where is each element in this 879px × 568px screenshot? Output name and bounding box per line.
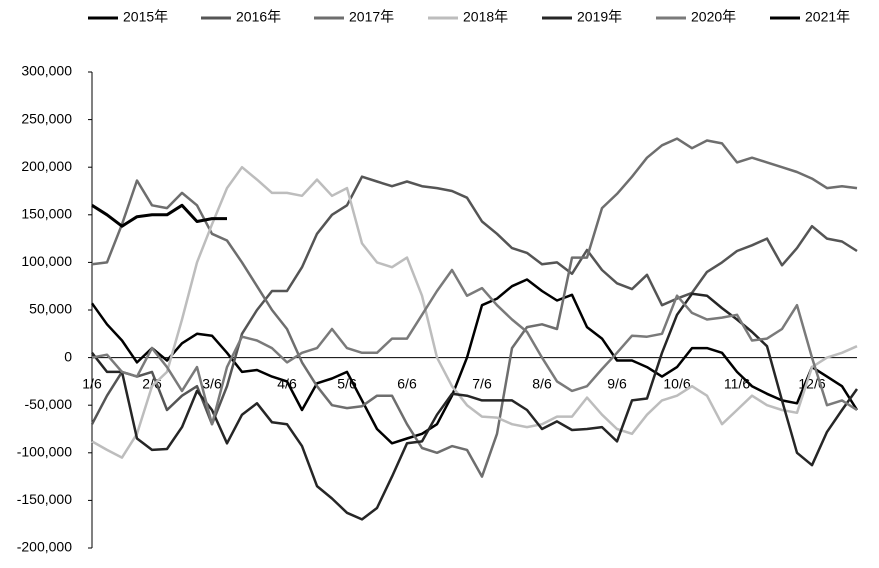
y-tick-label: 300,000	[21, 63, 72, 79]
y-tick-label: -200,000	[17, 539, 72, 555]
x-tick-label: 7/6	[472, 375, 492, 391]
y-tick-label: 250,000	[21, 110, 72, 126]
series-line	[90, 278, 859, 445]
y-tick-label: 100,000	[21, 253, 72, 269]
x-tick-label: 8/6	[532, 375, 552, 391]
series-line	[91, 268, 858, 426]
legend-label: 2021年	[805, 9, 850, 25]
y-tick-label: -150,000	[17, 491, 72, 507]
x-tick-label: 11/6	[724, 375, 750, 391]
series-line	[91, 292, 859, 521]
y-tick-label: -100,000	[17, 444, 72, 460]
y-tick-label: 200,000	[21, 158, 72, 174]
legend-label: 2017年	[349, 9, 394, 25]
x-tick-label: 1/6	[82, 375, 102, 391]
series-line	[91, 165, 858, 459]
y-tick-label: 150,000	[21, 206, 72, 222]
legend-label: 2019年	[577, 9, 622, 25]
y-tick-label: 50,000	[29, 301, 72, 317]
x-tick-label: 10/6	[663, 375, 690, 391]
x-tick-label: 3/6	[202, 375, 222, 391]
y-tick-label: -50,000	[25, 396, 73, 412]
legend-label: 2015年	[123, 9, 168, 25]
series-line	[91, 137, 858, 478]
series-line	[91, 203, 227, 228]
y-tick-label: 0	[64, 348, 72, 364]
x-tick-label: 9/6	[607, 375, 627, 391]
legend-label: 2016年	[236, 9, 281, 25]
legend-label: 2018年	[463, 9, 508, 25]
legend-label: 2020年	[691, 9, 736, 25]
x-tick-label: 6/6	[397, 375, 417, 391]
series-line	[90, 175, 858, 426]
